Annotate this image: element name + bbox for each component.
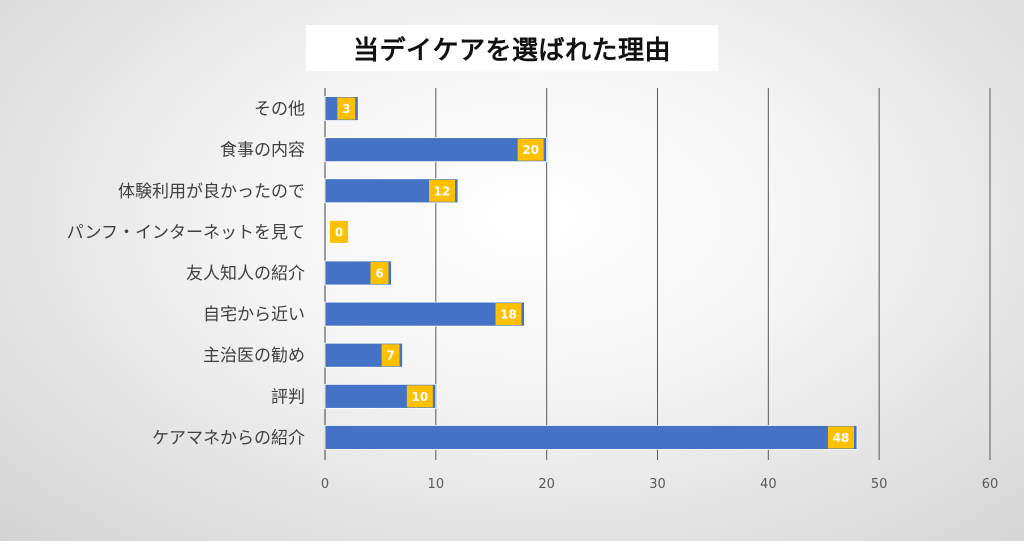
data-label-box [495,303,522,326]
data-label-box [381,344,400,367]
x-tick-label: 0 [321,477,329,492]
data-label: 18 [500,308,517,322]
bar [324,425,858,450]
category-label: 自宅から近い [203,305,305,325]
x-tick-label: 60 [982,477,999,492]
data-label: 48 [833,431,850,445]
data-label-box [330,220,348,243]
data-label-box [429,179,455,202]
data-label-box [337,97,356,120]
category-label: パンフ・インターネットを見て [67,223,305,243]
data-label: 0 [335,225,343,239]
data-label-box [406,385,433,408]
bar [324,137,548,163]
data-label: 6 [375,267,383,281]
data-label: 20 [522,143,539,157]
category-label: 評判 [271,387,305,407]
category-label: ケアマネからの紹介 [152,428,305,448]
data-label: 10 [411,390,428,404]
data-label-box [370,262,389,284]
x-tick-label: 30 [649,477,666,492]
x-tick-label: 40 [760,477,777,492]
chart-title: 当デイケアを選ばれた理由 [306,25,718,71]
data-label-box [517,138,544,161]
bar [324,301,525,327]
category-label: その他 [254,100,305,120]
category-label: 食事の内容 [220,141,305,161]
data-label: 12 [434,184,451,198]
x-tick-label: 10 [428,477,445,492]
x-tick-label: 20 [538,477,555,492]
category-label: 友人知人の紹介 [186,264,305,284]
category-label: 体験利用が良かったので [118,182,305,202]
data-label: 3 [342,102,350,116]
category-label: 主治医の勧め [203,346,305,366]
data-label-box [828,426,854,449]
x-tick-label: 50 [871,477,888,492]
data-label: 7 [386,349,394,363]
